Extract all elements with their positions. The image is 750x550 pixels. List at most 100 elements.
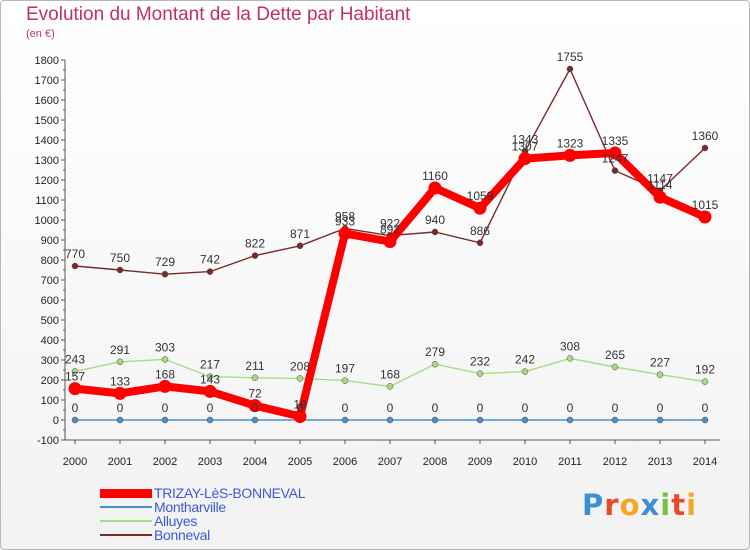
- data-point: [296, 375, 304, 382]
- data-point: [653, 190, 667, 204]
- y-tick-label: 1100: [35, 195, 59, 207]
- chart-subtitle: (en €): [26, 28, 55, 40]
- data-point: [656, 371, 664, 378]
- y-tick-label: 700: [41, 275, 59, 287]
- y-tick-label: 800: [41, 255, 59, 267]
- data-point: [431, 416, 439, 424]
- logo-letter: r: [604, 488, 620, 522]
- legend-label: Montharville: [154, 499, 226, 515]
- data-label: 0: [72, 401, 79, 415]
- data-point: [161, 356, 169, 363]
- legend-item-trizay-les-bonneval: TRIZAY-LèS-BONNEVAL: [100, 485, 306, 501]
- x-tick-label: 2003: [198, 456, 222, 468]
- data-label: 211: [245, 359, 264, 373]
- y-tick-label: 200: [41, 375, 59, 387]
- x-tick-label: 2001: [108, 456, 132, 468]
- data-point: [563, 148, 577, 162]
- data-point: [431, 360, 439, 368]
- series-layer: [68, 65, 712, 424]
- data-label: 72: [248, 387, 262, 401]
- data-point: [611, 167, 619, 174]
- data-point: [476, 416, 484, 424]
- data-label: 168: [155, 367, 175, 381]
- y-tick-label: 1800: [35, 55, 59, 67]
- x-tick-label: 2002: [153, 456, 177, 468]
- data-label: 933: [335, 214, 355, 228]
- data-label: 197: [335, 362, 355, 376]
- data-label: 1114: [648, 178, 673, 192]
- y-tick-label: 900: [41, 235, 59, 247]
- series-montharville: [71, 416, 709, 424]
- legend-label: TRIZAY-LèS-BONNEVAL: [154, 485, 306, 501]
- data-point: [203, 384, 217, 398]
- data-label: 192: [695, 363, 715, 377]
- data-point: [206, 373, 214, 380]
- data-point: [386, 383, 394, 390]
- y-tick-label: 0: [53, 415, 59, 427]
- x-tick-label: 2012: [603, 456, 627, 468]
- data-label: 208: [290, 359, 310, 373]
- legend-swatch: [100, 488, 152, 498]
- data-labels: 243 291 303 217 211 208 197 168 279 232 242 308 265 2…: [65, 50, 719, 415]
- y-tick-label: 1000: [35, 215, 59, 227]
- data-label: 0: [477, 401, 484, 415]
- data-label: 0: [657, 401, 664, 415]
- data-point: [566, 416, 574, 424]
- data-point: [113, 386, 127, 400]
- data-label: 0: [297, 401, 304, 415]
- data-label: 143: [200, 372, 220, 386]
- data-label: 243: [65, 352, 85, 366]
- data-label: 303: [155, 340, 175, 354]
- data-label: 1160: [422, 169, 448, 183]
- data-label: 217: [200, 358, 220, 372]
- data-point: [71, 368, 79, 375]
- data-label: 750: [110, 251, 130, 265]
- data-point: [566, 355, 574, 362]
- data-point: [611, 363, 619, 371]
- data-label: 0: [387, 401, 394, 415]
- data-point: [71, 262, 79, 270]
- data-point: [161, 270, 169, 278]
- data-point: [566, 65, 574, 73]
- legend-label: Bonneval: [154, 527, 210, 543]
- data-point: [476, 239, 484, 247]
- y-tick-label: 100: [41, 395, 59, 407]
- data-label: 958: [335, 209, 355, 223]
- data-label: 1147: [647, 172, 673, 186]
- data-label: 822: [245, 237, 265, 251]
- data-label: 0: [432, 401, 439, 415]
- data-label: 0: [567, 401, 574, 415]
- data-label: 0: [522, 401, 529, 415]
- data-label: 1247: [602, 152, 629, 166]
- data-point: [608, 146, 622, 160]
- data-label: 133: [110, 374, 130, 388]
- logo-letter: o: [619, 488, 641, 522]
- data-point: [116, 358, 124, 366]
- data-label: 1360: [692, 129, 719, 143]
- data-point: [386, 416, 394, 424]
- y-tick-label: 1600: [35, 95, 59, 107]
- data-point: [116, 416, 124, 424]
- logo-letter: i: [660, 488, 672, 522]
- x-tick-label: 2014: [693, 456, 717, 468]
- data-point: [656, 416, 664, 424]
- data-label: 1755: [557, 50, 584, 64]
- series-alluyes: [71, 355, 709, 390]
- data-point: [71, 416, 79, 424]
- data-point: [206, 268, 214, 275]
- legend-swatch: [100, 520, 152, 522]
- data-point: [476, 370, 484, 377]
- legend-swatch: [100, 534, 152, 536]
- logo-letter: i: [686, 488, 698, 522]
- data-label: 1015: [692, 198, 719, 212]
- y-tick-label: 1400: [35, 135, 59, 147]
- x-tick-label: 2008: [423, 456, 447, 468]
- data-label: 0: [342, 401, 349, 415]
- data-label: 1307: [512, 140, 539, 154]
- data-label: 227: [650, 356, 670, 370]
- data-point: [521, 368, 529, 375]
- data-label: 0: [252, 401, 259, 415]
- data-label: 1059: [467, 189, 494, 203]
- legend-swatch: [100, 506, 152, 508]
